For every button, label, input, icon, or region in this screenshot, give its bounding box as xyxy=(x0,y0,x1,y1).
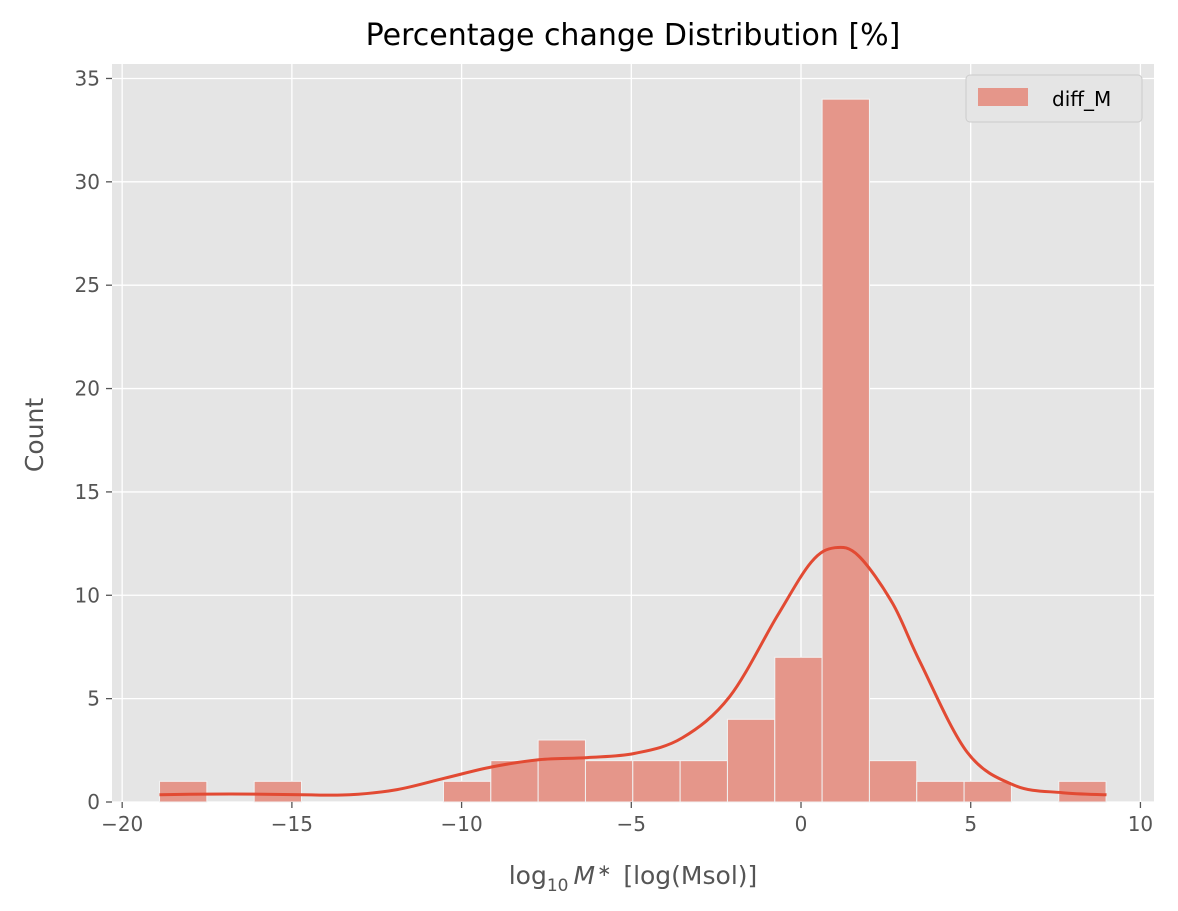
histogram-bar xyxy=(679,760,728,803)
legend: diff_M xyxy=(965,74,1143,123)
x-axis-label-units: [log(Msol)] xyxy=(623,861,757,890)
histogram-bar xyxy=(537,739,586,803)
x-tick-label: 0 xyxy=(795,812,808,836)
histogram-bar xyxy=(916,780,965,803)
legend-entry-label: diff_M xyxy=(1052,87,1111,111)
x-tick-label: 5 xyxy=(964,812,977,836)
x-tick-label: −10 xyxy=(440,812,482,836)
plot-area xyxy=(112,64,1154,802)
y-tick-label: 5 xyxy=(87,687,100,711)
histogram-bar xyxy=(442,780,492,803)
x-axis-ticks: −20 −15 −10 −5 0 5 10 xyxy=(101,802,1153,836)
x-axis-label-prefix: log xyxy=(509,861,547,890)
legend-box xyxy=(965,74,1143,123)
chart-title: Percentage change Distribution [%] xyxy=(366,18,901,53)
histogram-bar xyxy=(159,780,208,803)
x-axis-label-variable: M xyxy=(573,861,595,890)
x-axis-label: log10 M ∗ [log(Msol)] xyxy=(509,861,758,896)
y-tick-label: 30 xyxy=(75,170,100,194)
histogram-bar xyxy=(253,780,303,803)
y-tick-label: 10 xyxy=(75,583,100,607)
histogram-bars xyxy=(159,98,1107,803)
y-tick-label: 20 xyxy=(75,377,100,401)
y-tick-label: 25 xyxy=(75,273,100,297)
y-axis-ticks: 0 5 10 15 20 25 30 35 xyxy=(75,66,112,814)
y-tick-label: 15 xyxy=(75,480,100,504)
y-tick-label: 35 xyxy=(75,66,100,90)
x-axis-label-subscript: 10 xyxy=(547,876,569,896)
y-axis-label: Count xyxy=(20,398,49,472)
histogram-bar xyxy=(584,760,634,803)
x-tick-label: −15 xyxy=(271,812,313,836)
histogram-bar xyxy=(632,760,681,803)
x-axis-label-star: ∗ xyxy=(597,861,611,881)
x-tick-label: −5 xyxy=(617,812,646,836)
kde-curve xyxy=(159,545,1107,797)
histogram-bar xyxy=(821,98,870,803)
x-tick-label: 10 xyxy=(1128,812,1153,836)
histogram-bar xyxy=(774,656,823,803)
y-tick-label: 0 xyxy=(87,790,100,814)
histogram-bar xyxy=(726,718,776,803)
x-tick-label: −20 xyxy=(101,812,143,836)
histogram-bar xyxy=(963,780,1012,803)
histogram-bar xyxy=(868,760,918,803)
legend-swatch xyxy=(978,88,1028,106)
